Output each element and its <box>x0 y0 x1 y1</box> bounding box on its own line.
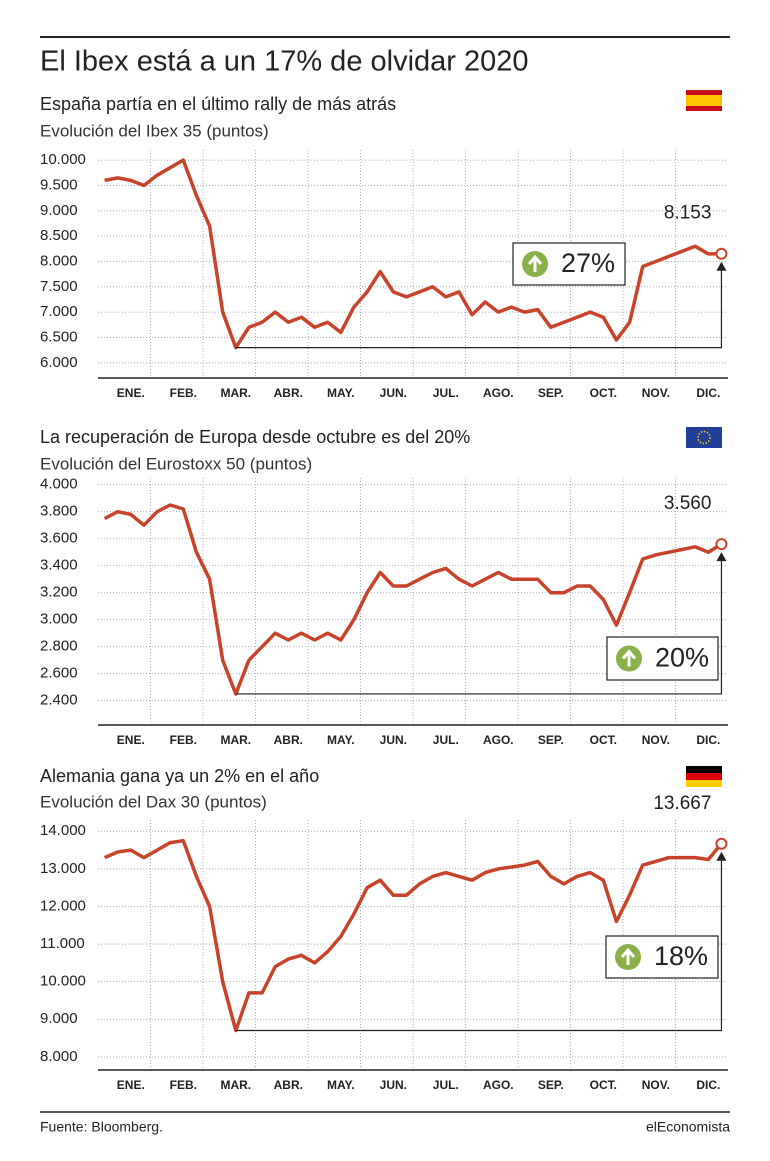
source: Fuente: Bloomberg. <box>40 1119 163 1135</box>
change-label: 18% <box>654 941 708 971</box>
series-line <box>104 158 722 350</box>
chart-subtitle: Evolución del Eurostoxx 50 (puntos) <box>40 454 312 473</box>
x-tick-label: MAR. <box>220 386 251 400</box>
x-tick-label: MAY. <box>327 733 355 747</box>
flag-eu <box>686 427 722 448</box>
x-tick-label: DIC. <box>696 733 720 747</box>
arrow-head <box>716 851 727 861</box>
x-tick-label: MAY. <box>327 1078 355 1092</box>
y-tick-label: 11.000 <box>40 935 85 952</box>
y-tick-label: 13.000 <box>40 860 86 877</box>
end-label: 8.153 <box>664 203 712 224</box>
x-tick-label: SEP. <box>538 733 564 747</box>
y-tick-label: 4.000 <box>40 476 78 493</box>
chart-title: España partía en el último rally de más … <box>40 94 396 114</box>
flag-germany <box>686 766 722 787</box>
y-tick-label: 9.500 <box>40 176 78 193</box>
y-tick-label: 3.200 <box>40 584 78 601</box>
y-tick-label: 8.000 <box>40 1048 78 1065</box>
x-tick-label: MAR. <box>220 733 251 747</box>
change-label: 20% <box>655 643 709 673</box>
main-title: El Ibex está a un 17% de olvidar 2020 <box>40 46 529 78</box>
series-line <box>103 838 723 1033</box>
up-icon-arrow <box>621 649 637 667</box>
x-tick-label: AGO. <box>483 733 514 747</box>
x-tick-label: ABR. <box>274 733 303 747</box>
end-point <box>715 538 728 551</box>
change-label: 27% <box>561 248 615 278</box>
up-icon-arrow <box>527 254 543 272</box>
y-tick-label: 12.000 <box>40 897 86 914</box>
y-tick-label: 2.400 <box>40 692 78 709</box>
x-tick-label: ENE. <box>117 386 145 400</box>
x-tick-label: FEB. <box>170 1078 197 1092</box>
up-icon-arrow <box>620 947 636 965</box>
x-tick-label: JUN. <box>380 386 407 400</box>
end-label: 3.560 <box>664 493 712 514</box>
y-tick-label: 2.600 <box>40 665 78 682</box>
x-tick-label: NOV. <box>642 733 670 747</box>
y-tick-label: 3.400 <box>40 557 78 574</box>
y-tick-label: 3.600 <box>40 530 78 547</box>
chart-subtitle: Evolución del Dax 30 (puntos) <box>40 792 267 811</box>
x-tick-label: MAR. <box>220 1078 251 1092</box>
y-tick-label: 2.800 <box>40 638 78 655</box>
x-tick-label: JUL. <box>433 386 459 400</box>
y-tick-label: 14.000 <box>40 822 86 839</box>
x-tick-label: JUN. <box>380 733 407 747</box>
x-tick-label: DIC. <box>696 1078 720 1092</box>
chart-title: La recuperación de Europa desde octubre … <box>40 427 470 447</box>
arrow-head <box>716 552 727 562</box>
x-tick-label: OCT. <box>590 1078 617 1092</box>
y-tick-label: 7.000 <box>40 303 78 320</box>
y-tick-label: 3.800 <box>40 503 78 520</box>
x-tick-label: DIC. <box>696 386 720 400</box>
y-tick-label: 8.500 <box>40 227 78 244</box>
brand: elEconomista <box>646 1119 730 1135</box>
y-tick-label: 8.000 <box>40 252 78 269</box>
x-tick-label: OCT. <box>590 733 617 747</box>
x-tick-label: OCT. <box>590 386 617 400</box>
x-tick-label: SEP. <box>538 386 564 400</box>
x-tick-label: ABR. <box>274 1078 303 1092</box>
x-tick-label: AGO. <box>483 1078 514 1092</box>
arrow-head <box>716 261 727 271</box>
y-tick-label: 7.500 <box>40 278 78 295</box>
change-arrow <box>235 852 723 1032</box>
end-point <box>715 837 728 850</box>
chart-subtitle: Evolución del Ibex 35 (puntos) <box>40 121 269 140</box>
end-label: 13.667 <box>653 793 711 814</box>
x-tick-label: JUL. <box>433 1078 459 1092</box>
x-tick-label: SEP. <box>538 1078 564 1092</box>
y-tick-label: 9.000 <box>40 202 78 219</box>
chart-title: Alemania gana ya un 2% en el año <box>40 766 319 786</box>
x-tick-label: ABR. <box>274 386 303 400</box>
series-line <box>103 503 723 696</box>
x-tick-label: JUL. <box>433 733 459 747</box>
x-tick-label: JUN. <box>380 1078 407 1092</box>
x-tick-label: AGO. <box>483 386 514 400</box>
y-tick-label: 10.000 <box>40 973 86 990</box>
change-arrow <box>235 553 723 695</box>
x-tick-label: MAY. <box>327 386 355 400</box>
y-tick-label: 3.000 <box>40 611 78 628</box>
x-tick-label: NOV. <box>642 1078 670 1092</box>
x-tick-label: FEB. <box>170 733 197 747</box>
y-tick-label: 6.000 <box>40 354 78 371</box>
end-point <box>715 247 728 260</box>
y-tick-label: 9.000 <box>40 1010 78 1027</box>
y-tick-label: 6.500 <box>40 328 78 345</box>
change-arrow <box>235 262 723 349</box>
x-tick-label: ENE. <box>117 733 145 747</box>
x-tick-label: ENE. <box>117 1078 145 1092</box>
y-tick-label: 10.000 <box>40 151 86 168</box>
flag-spain <box>686 90 722 111</box>
x-tick-label: NOV. <box>642 386 670 400</box>
x-tick-label: FEB. <box>170 386 197 400</box>
